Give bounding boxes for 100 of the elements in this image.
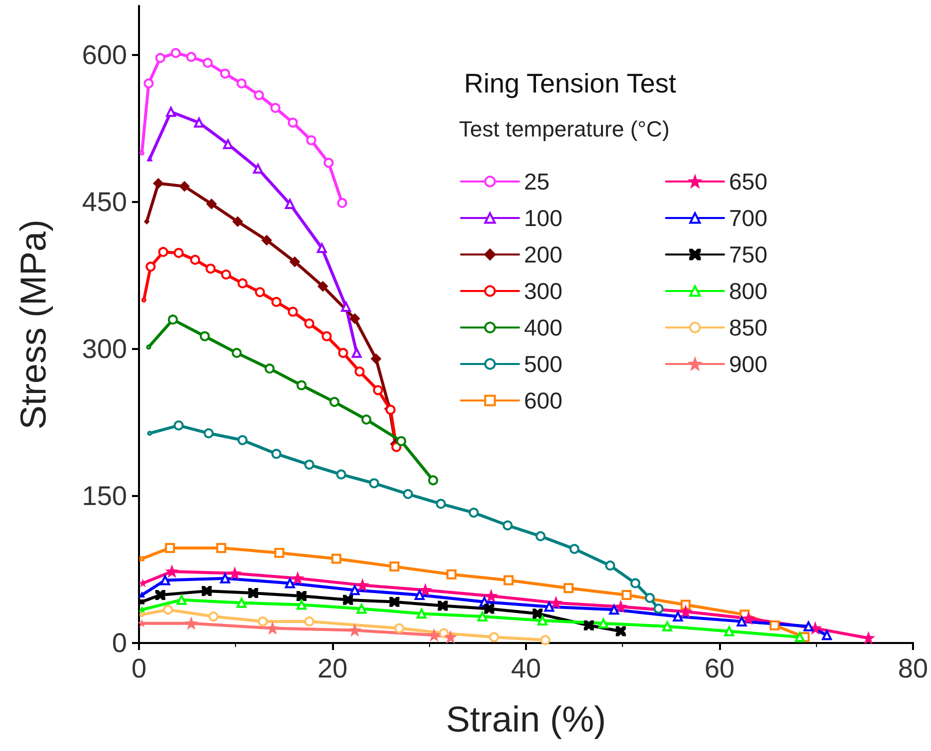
point <box>338 348 348 358</box>
legend-label: 500 <box>524 351 562 377</box>
x-tick-label: 80 <box>898 654 928 684</box>
point <box>544 602 554 612</box>
legend-label: 700 <box>729 205 768 231</box>
point <box>536 531 546 542</box>
point <box>190 254 200 265</box>
point <box>391 442 402 452</box>
point <box>318 281 328 292</box>
point <box>724 626 734 636</box>
point <box>206 264 216 274</box>
point <box>144 78 154 88</box>
point <box>446 569 456 580</box>
legend-label: 25 <box>524 168 550 194</box>
legend-label: 600 <box>524 388 562 414</box>
point <box>504 575 514 586</box>
point <box>352 348 362 358</box>
legend-label: 400 <box>524 314 562 340</box>
point <box>369 478 380 488</box>
point <box>223 139 234 150</box>
point <box>232 348 242 358</box>
point <box>268 623 278 634</box>
point <box>186 52 196 62</box>
point <box>271 296 282 307</box>
point <box>502 520 513 530</box>
y-tick-label: 450 <box>82 187 127 217</box>
y-tick-label: 600 <box>82 40 127 70</box>
point <box>248 588 258 598</box>
point <box>288 306 298 317</box>
legend-label: 900 <box>729 351 768 377</box>
point <box>537 615 548 626</box>
point <box>394 623 404 634</box>
point <box>436 498 446 509</box>
point <box>304 460 314 470</box>
point <box>296 380 307 390</box>
point <box>304 616 314 626</box>
point <box>288 118 298 128</box>
point <box>274 548 284 558</box>
point <box>350 314 360 324</box>
point <box>605 560 616 571</box>
point <box>564 583 574 594</box>
point <box>672 612 683 622</box>
point <box>158 246 168 257</box>
legend-label: 200 <box>524 242 562 268</box>
point <box>484 604 494 614</box>
y-tick-label: 150 <box>82 481 127 511</box>
point <box>186 618 196 628</box>
point <box>736 616 747 626</box>
point <box>284 578 295 588</box>
x-tick-label: 60 <box>704 654 735 684</box>
y-tick-label: 0 <box>112 628 127 658</box>
point <box>174 420 184 430</box>
point <box>254 90 264 100</box>
point <box>232 216 243 227</box>
point <box>609 604 620 615</box>
point <box>662 621 672 632</box>
point <box>438 628 449 638</box>
point <box>428 475 438 486</box>
point <box>262 235 272 246</box>
point <box>163 604 174 615</box>
point <box>329 396 340 407</box>
text: Ring Tension Test <box>464 68 677 98</box>
x-tick-label: 20 <box>317 654 348 684</box>
point <box>168 314 178 325</box>
x-tick-label: 40 <box>510 654 542 684</box>
legend-label: 800 <box>729 278 768 304</box>
point <box>238 278 248 288</box>
point <box>396 436 406 446</box>
legend-label: 850 <box>729 314 768 340</box>
point <box>206 198 217 209</box>
point <box>254 287 265 298</box>
point <box>155 52 166 63</box>
point <box>176 594 187 605</box>
point <box>290 256 300 267</box>
point <box>304 318 314 329</box>
point <box>153 178 164 188</box>
point <box>342 594 353 605</box>
point <box>598 618 608 628</box>
point <box>220 573 230 584</box>
point <box>336 469 346 480</box>
point <box>414 590 425 600</box>
point <box>270 102 280 113</box>
legend-label: 100 <box>524 205 562 231</box>
point <box>284 198 295 209</box>
point <box>253 164 263 174</box>
point <box>361 414 372 425</box>
point <box>616 626 626 636</box>
point <box>216 542 226 553</box>
point <box>630 578 640 588</box>
point <box>146 262 156 272</box>
point <box>486 590 496 601</box>
point <box>794 632 805 642</box>
point <box>389 562 400 572</box>
point <box>296 590 307 601</box>
point <box>296 600 307 610</box>
point <box>416 608 427 619</box>
point <box>350 585 360 596</box>
point <box>316 243 327 254</box>
point <box>238 435 248 446</box>
x-axis-title: Strain (%) <box>446 698 606 740</box>
